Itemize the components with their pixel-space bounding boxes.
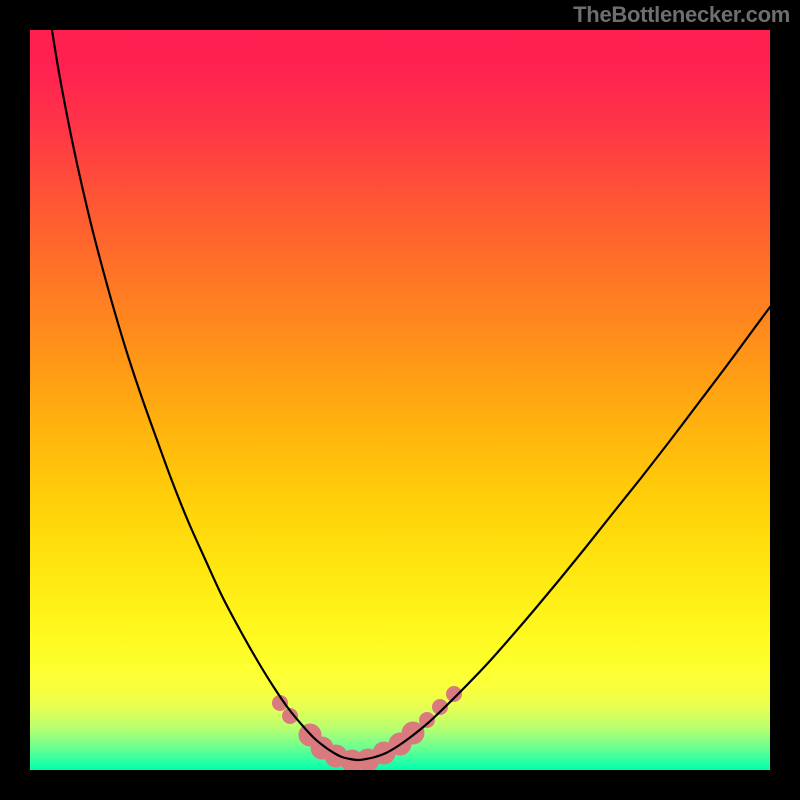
chart-svg-layer — [0, 0, 800, 800]
bottleneck-curve — [52, 30, 770, 760]
chart-container: TheBottlenecker.com — [0, 0, 800, 800]
